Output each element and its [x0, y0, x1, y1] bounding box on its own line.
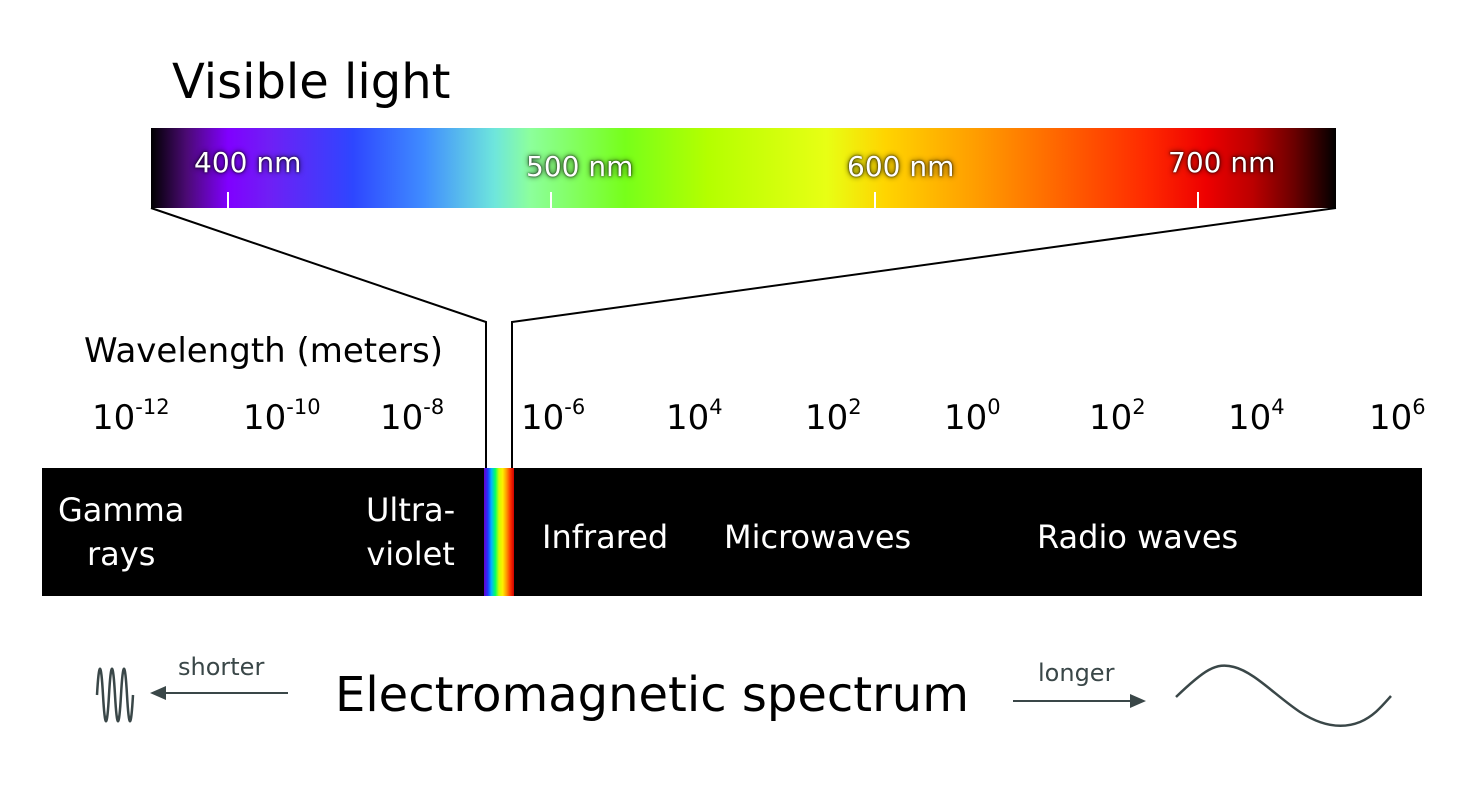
right-connector-line [511, 207, 1337, 468]
shorter-label: shorter [178, 653, 265, 681]
wavelength-tick-5: 104 [666, 395, 723, 438]
band-gamma-line2: rays [86, 535, 156, 573]
spectrum-title: Electromagnetic spectrum [335, 667, 969, 723]
marker-600nm-label: 600 nm [847, 150, 955, 183]
left-connector-line [150, 207, 487, 468]
visible-light-gradient-bar: 400 nm 500 nm 600 nm 700 nm [151, 128, 1336, 208]
band-uv-line1: Ultra- [366, 491, 456, 529]
longer-label: longer [1038, 659, 1115, 687]
wavelength-tick-7: 100 [944, 395, 1001, 438]
marker-700nm-tick [1197, 192, 1199, 208]
marker-400nm-label: 400 nm [194, 146, 302, 179]
wavelength-tick-2: 10-10 [243, 395, 321, 438]
band-gamma-rays: Gamma rays [58, 488, 184, 576]
marker-700nm-label: 700 nm [1168, 146, 1276, 179]
visible-light-title: Visible light [172, 54, 451, 110]
marker-500nm-label: 500 nm [526, 150, 634, 183]
band-microwaves: Microwaves [724, 518, 912, 556]
wavelength-tick-8: 102 [1089, 395, 1146, 438]
wavelength-tick-4: 10-6 [521, 395, 586, 438]
marker-500nm-tick [550, 192, 552, 208]
band-uv-line2: violet [366, 535, 455, 573]
band-gamma-line1: Gamma [58, 491, 185, 529]
band-radio-waves: Radio waves [1037, 518, 1239, 556]
long-wave-icon [1175, 664, 1392, 728]
shorter-arrow-head [150, 686, 166, 700]
wavelength-tick-3: 10-8 [380, 395, 445, 438]
band-infrared: Infrared [542, 518, 669, 556]
marker-400nm-tick [227, 192, 229, 208]
wavelength-axis-label: Wavelength (meters) [84, 331, 444, 371]
visible-light-strip [484, 468, 514, 596]
wavelength-tick-6: 102 [805, 395, 862, 438]
wavelength-tick-10: 106 [1369, 395, 1426, 438]
short-wave-icon [95, 667, 135, 723]
longer-arrow-head [1130, 694, 1146, 708]
wavelength-tick-1: 10-12 [92, 395, 170, 438]
em-spectrum-band [42, 468, 1422, 596]
marker-600nm-tick [874, 192, 876, 208]
wavelength-tick-9: 104 [1228, 395, 1285, 438]
band-ultraviolet: Ultra- violet [366, 488, 455, 576]
